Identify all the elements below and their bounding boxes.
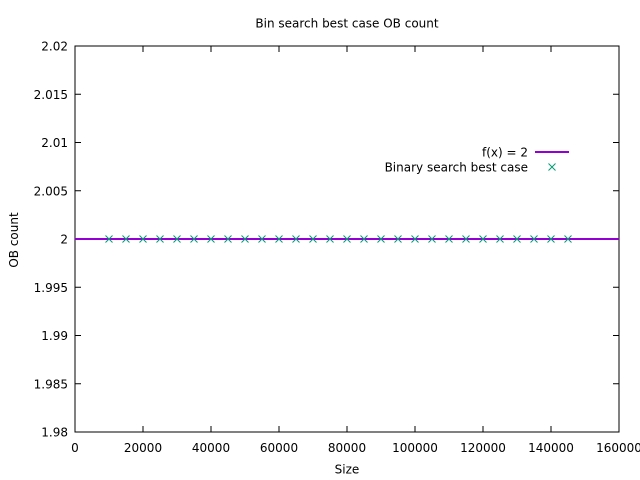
scatter-point: [258, 235, 266, 243]
x-tick-labels: 0 20000 40000 60000 80000 100000 120000 140000 1…: [71, 441, 640, 455]
legend-marker-sample: [548, 163, 556, 171]
legend-entry-label: Binary search best case: [385, 161, 528, 175]
scatter-point: [224, 235, 232, 243]
y-tick-label: 2.02: [41, 40, 68, 54]
x-tick-label: 100000: [392, 441, 438, 455]
plot-series: [75, 235, 619, 243]
scatter-point: [309, 235, 317, 243]
scatter-point: [326, 235, 334, 243]
y-tick-label: 2.005: [34, 184, 68, 198]
x-tick-label: 140000: [528, 441, 574, 455]
scatter-point: [139, 235, 147, 243]
x-tick-label: 0: [71, 441, 79, 455]
scatter-point: [377, 235, 385, 243]
x-axis-label: Size: [335, 463, 360, 477]
scatter-point: [462, 235, 470, 243]
scatter-point: [479, 235, 487, 243]
y-axis-label: OB count: [7, 212, 21, 268]
scatter-point: [241, 235, 249, 243]
scatter-point: [156, 235, 164, 243]
scatter-point: [122, 235, 130, 243]
y-tick-label: 2.015: [34, 88, 68, 102]
scatter-point: [207, 235, 215, 243]
scatter-point: [513, 235, 521, 243]
y-tick-label: 1.995: [34, 281, 68, 295]
y-tick-label: 1.98: [41, 426, 68, 440]
scatter-point: [496, 235, 504, 243]
y-tick-label: 2.01: [41, 136, 68, 150]
scatter-point: [173, 235, 181, 243]
scatter-point: [530, 235, 538, 243]
scatter-point: [190, 235, 198, 243]
chart-title: Bin search best case OB count: [255, 17, 438, 31]
legend-entry-label: f(x) = 2: [482, 146, 528, 160]
y-tick-label: 1.985: [34, 377, 68, 391]
x-tick-label: 80000: [328, 441, 366, 455]
scatter-point: [411, 235, 419, 243]
x-tick-label: 160000: [596, 441, 640, 455]
scatter-point: [105, 235, 113, 243]
scatter-point: [360, 235, 368, 243]
scatter-point: [428, 235, 436, 243]
x-tick-label: 60000: [260, 441, 298, 455]
x-tick-label: 20000: [124, 441, 162, 455]
scatter-point: [547, 235, 555, 243]
scatter-point: [292, 235, 300, 243]
scatter-point: [394, 235, 402, 243]
scatter-point: [343, 235, 351, 243]
scatter-point: [275, 235, 283, 243]
scatter-point: [445, 235, 453, 243]
y-tick-label: 2: [60, 233, 68, 247]
y-tick-label: 1.99: [41, 329, 68, 343]
scatter-point: [564, 235, 572, 243]
y-tick-labels: 1.98 1.985 1.99 1.995 2 2.005 2.01 2.015 2.02: [34, 40, 68, 440]
x-tick-label: 120000: [460, 441, 506, 455]
x-tick-label: 40000: [192, 441, 230, 455]
